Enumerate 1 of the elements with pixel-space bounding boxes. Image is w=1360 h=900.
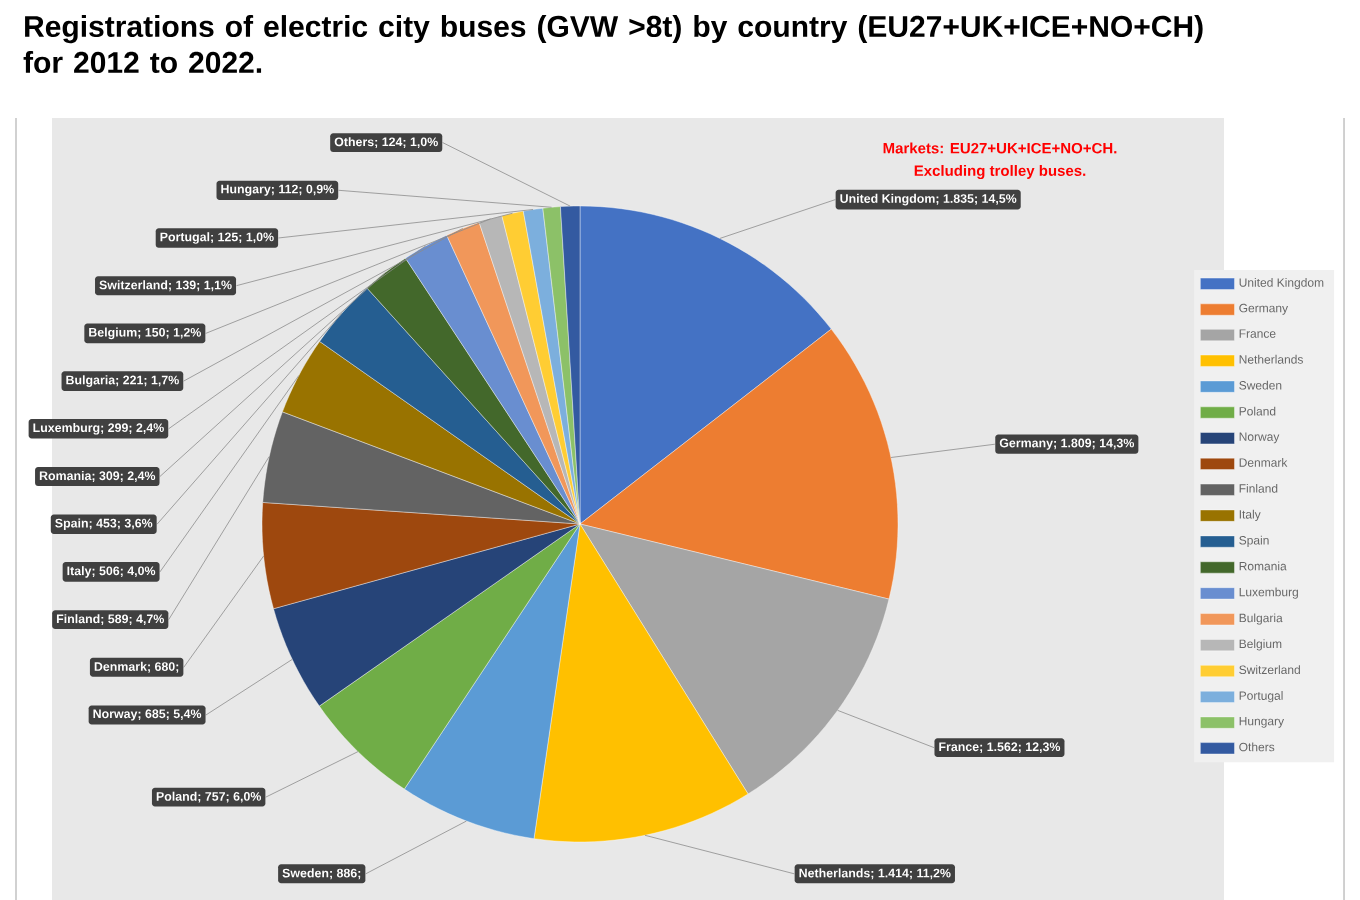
chart-title: Registrations of electric city buses (GVW >8t) by country (EU27+UK+ICE+NO+CH) for 2012 to 2022. [23, 15, 1203, 74]
